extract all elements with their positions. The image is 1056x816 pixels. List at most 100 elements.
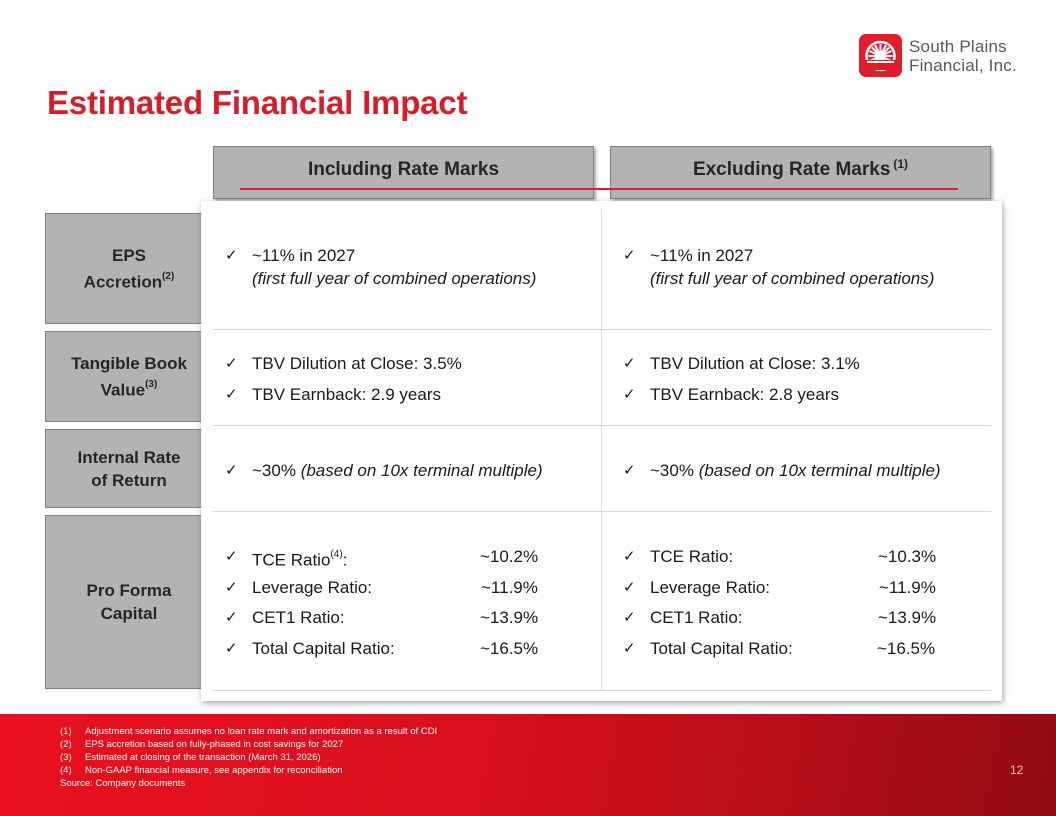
capital-excluding-value: ~11.9% bbox=[879, 577, 936, 597]
footnote: (1) Adjustment scenario assumes no loan r… bbox=[60, 725, 437, 738]
cell-eps-including: ✓ ~11% in 2027 (first full year of combin… bbox=[225, 244, 536, 290]
footnote: (3) Estimated at closing of the transacti… bbox=[60, 751, 437, 764]
column-header-excluding: Excluding Rate Marks (1) bbox=[610, 146, 991, 199]
tbv-including-item: TBV Earnback: 2.9 years bbox=[252, 385, 441, 404]
cell-tbv-including: ✓ TBV Dilution at Close: 3.5% ✓ TBV Earnba… bbox=[225, 352, 462, 406]
page-title: Estimated Financial Impact bbox=[47, 84, 468, 121]
row-label-eps-sup: (2) bbox=[162, 270, 175, 282]
capital-excluding-label: Leverage Ratio: bbox=[650, 577, 771, 597]
capital-excluding-value: ~10.3% bbox=[878, 547, 937, 566]
capital-including-label: TCE Ratio bbox=[252, 550, 331, 570]
checkmark-icon: ✓ bbox=[623, 548, 636, 565]
irr-excluding-main: ~30% bbox=[650, 461, 694, 480]
checkmark-icon: ✓ bbox=[623, 462, 636, 479]
cell-irr-excluding: ✓ ~30% (based on 10x terminal multiple) bbox=[623, 459, 941, 482]
eps-excluding-sub: (first full year of combined operations) bbox=[650, 269, 935, 288]
footnote-text: EPS accretion based on fully-phased in c… bbox=[85, 739, 344, 750]
checkmark-icon: ✓ bbox=[225, 548, 238, 565]
row-label-tbv: Tangible Book Value(3) bbox=[45, 331, 213, 422]
footnote: (4) Non-GAAP financial measure, see appen… bbox=[60, 764, 437, 777]
cell-capital-including: ✓ TCE Ratio(4): ~10.2% ✓ Leverage Ratio:… bbox=[225, 545, 585, 667]
sun-wheel-icon bbox=[859, 34, 902, 77]
checkmark-icon: ✓ bbox=[623, 578, 636, 596]
logo-wordmark: South Plains Financial, Inc. bbox=[909, 37, 1017, 75]
capital-excluding-value: ~13.9% bbox=[878, 608, 937, 627]
row-divider bbox=[212, 511, 991, 512]
row-label-irr-line1: Internal Rate bbox=[77, 447, 181, 467]
row-label-tbv-line1: Tangible Book bbox=[71, 353, 187, 373]
row-divider bbox=[212, 690, 991, 691]
column-header-including-label: Including Rate Marks bbox=[307, 159, 500, 180]
checkmark-icon: ✓ bbox=[623, 247, 636, 264]
capital-excluding-row: ✓ TCE Ratio: ~10.3% bbox=[623, 545, 983, 576]
row-label-tbv-line2: Value bbox=[100, 380, 146, 400]
row-label-capital-line2: Capital bbox=[100, 604, 158, 623]
row-label-eps-line1: EPS bbox=[111, 245, 147, 265]
source-note: Source: Company documents bbox=[60, 778, 186, 789]
checkmark-icon: ✓ bbox=[225, 386, 238, 403]
footnotes: (1) Adjustment scenario assumes no loan r… bbox=[60, 725, 437, 790]
eps-including-main: ~11% in 2027 bbox=[252, 246, 356, 265]
capital-including-value: ~10.2% bbox=[480, 547, 539, 566]
cell-eps-excluding: ✓ ~11% in 2027 (first full year of combin… bbox=[623, 244, 934, 290]
capital-including-value: ~11.9% bbox=[481, 577, 538, 597]
row-divider bbox=[212, 329, 991, 330]
footnote-text: Adjustment scenario assumes no loan rate… bbox=[85, 726, 438, 737]
capital-excluding-row: ✓ CET1 Ratio: ~13.9% bbox=[623, 606, 983, 637]
header-underline bbox=[240, 188, 958, 190]
row-label-capital: Pro Forma Capital bbox=[45, 515, 213, 689]
capital-including-label: Leverage Ratio: bbox=[252, 577, 373, 597]
capital-excluding-label: CET1 Ratio: bbox=[650, 608, 743, 627]
column-header-excluding-label: Excluding Rate Marks bbox=[692, 159, 891, 180]
capital-excluding-row: ✓ Leverage Ratio: ~11.9% bbox=[623, 576, 983, 607]
column-divider bbox=[601, 209, 602, 690]
tbv-excluding-item: TBV Earnback: 2.8 years bbox=[650, 385, 839, 404]
row-label-eps-line2: Accretion bbox=[83, 272, 163, 292]
irr-including-note: (based on 10x terminal multiple) bbox=[300, 461, 543, 480]
cell-capital-excluding: ✓ TCE Ratio: ~10.3% ✓ Leverage Ratio: ~1… bbox=[623, 545, 983, 667]
footnote-number: (3) bbox=[60, 752, 72, 763]
checkmark-icon: ✓ bbox=[225, 462, 238, 479]
capital-including-label: Total Capital Ratio: bbox=[252, 638, 395, 658]
column-header-excluding-note: (1) bbox=[893, 157, 909, 171]
column-header-including: Including Rate Marks bbox=[213, 146, 594, 199]
tbv-including-item: TBV Dilution at Close: 3.5% bbox=[252, 354, 462, 373]
footnote: (2) EPS accretion based on fully-phased i… bbox=[60, 738, 437, 751]
footer-band bbox=[0, 714, 1056, 816]
capital-including-row: ✓ TCE Ratio(4): ~10.2% bbox=[225, 545, 585, 576]
capital-including-value: ~13.9% bbox=[480, 608, 539, 627]
row-label-tbv-sup: (3) bbox=[145, 378, 158, 390]
checkmark-icon: ✓ bbox=[225, 247, 238, 264]
checkmark-icon: ✓ bbox=[225, 639, 238, 657]
capital-including-row: ✓ Leverage Ratio: ~11.9% bbox=[225, 576, 585, 607]
row-label-capital-line1: Pro Forma bbox=[86, 581, 172, 600]
checkmark-icon: ✓ bbox=[623, 355, 636, 372]
tbv-excluding-item: TBV Dilution at Close: 3.1% bbox=[650, 354, 860, 373]
company-logo: South Plains Financial, Inc. bbox=[859, 34, 1017, 77]
checkmark-icon: ✓ bbox=[623, 386, 636, 403]
capital-including-suffix: : bbox=[342, 550, 348, 570]
checkmark-icon: ✓ bbox=[623, 639, 636, 657]
cell-irr-including: ✓ ~30% (based on 10x terminal multiple) bbox=[225, 459, 543, 482]
checkmark-icon: ✓ bbox=[225, 578, 238, 596]
capital-including-row: ✓ CET1 Ratio: ~13.9% bbox=[225, 606, 585, 637]
checkmark-icon: ✓ bbox=[623, 609, 636, 626]
footnote-text: Estimated at closing of the transaction … bbox=[85, 752, 321, 763]
cell-tbv-excluding: ✓ TBV Dilution at Close: 3.1% ✓ TBV Earnba… bbox=[623, 352, 860, 406]
capital-excluding-label: Total Capital Ratio: bbox=[650, 638, 793, 658]
checkmark-icon: ✓ bbox=[225, 609, 238, 626]
checkmark-icon: ✓ bbox=[225, 355, 238, 372]
footnote-number: (1) bbox=[60, 726, 72, 737]
logo-line1: South Plains bbox=[909, 36, 1007, 56]
capital-including-row: ✓ Total Capital Ratio: ~16.5% bbox=[225, 637, 585, 668]
capital-including-value: ~16.5% bbox=[480, 638, 539, 658]
footnote-text: Non-GAAP financial measure, see appendix… bbox=[85, 765, 343, 776]
irr-including-main: ~30% bbox=[252, 461, 296, 480]
eps-including-sub: (first full year of combined operations) bbox=[252, 269, 537, 288]
irr-excluding-note: (based on 10x terminal multiple) bbox=[698, 461, 941, 480]
capital-including-label: CET1 Ratio: bbox=[252, 608, 345, 627]
row-divider bbox=[212, 425, 991, 426]
row-label-irr: Internal Rate of Return bbox=[45, 429, 213, 508]
capital-excluding-label: TCE Ratio: bbox=[650, 547, 734, 566]
capital-including-sup: (4) bbox=[330, 549, 343, 560]
